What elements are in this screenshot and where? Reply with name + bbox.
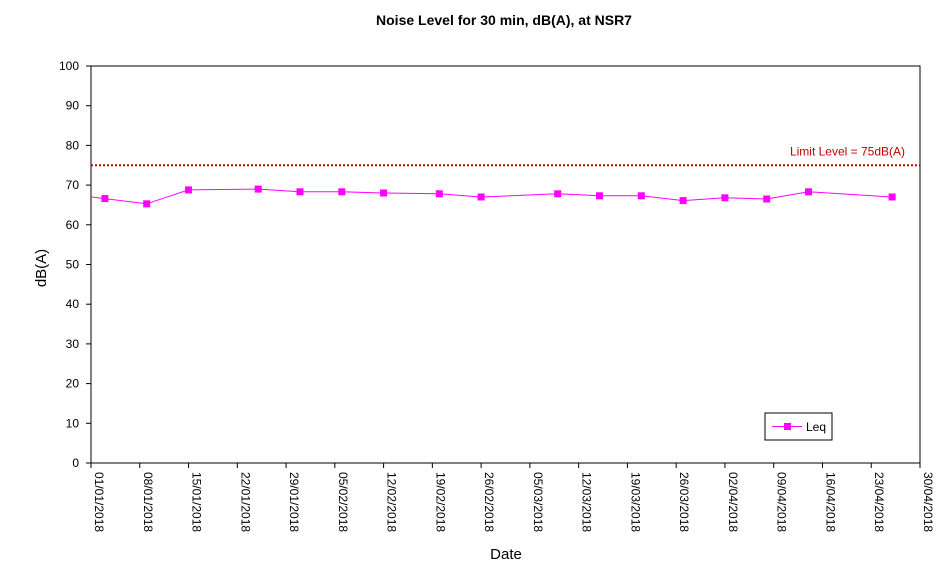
x-tick-label: 22/01/2018 — [238, 472, 252, 532]
x-tick-label: 15/01/2018 — [190, 472, 204, 532]
x-tick-label: 26/03/2018 — [677, 472, 691, 532]
data-point — [679, 197, 687, 205]
y-tick-label: 40 — [66, 297, 80, 311]
chart-title: Noise Level for 30 min, dB(A), at NSR7 — [376, 12, 632, 28]
data-point — [805, 188, 812, 196]
data-point — [637, 192, 645, 200]
x-tick-label: 12/03/2018 — [580, 472, 594, 532]
limit-label: Limit Level = 75dB(A) — [790, 144, 905, 158]
y-tick-label: 70 — [66, 178, 80, 192]
y-tick-label: 80 — [66, 138, 80, 152]
legend-label: Leq — [806, 420, 826, 434]
x-tick-label: 30/04/2018 — [921, 472, 935, 532]
data-point — [721, 194, 729, 202]
y-axis: 0 10 20 30 40 50 60 70 80 90 100 — [59, 59, 91, 470]
data-point — [143, 200, 151, 208]
x-tick-label: 16/04/2018 — [823, 472, 837, 532]
data-point — [380, 189, 388, 197]
x-tick-label: 05/02/2018 — [336, 472, 350, 532]
y-tick-label: 100 — [59, 59, 79, 73]
y-tick-label: 0 — [72, 456, 79, 470]
x-tick-label: 01/01/2018 — [92, 472, 106, 532]
x-tick-label: 02/04/2018 — [726, 472, 740, 532]
x-tick-label: 29/01/2018 — [287, 472, 301, 532]
legend-marker — [784, 423, 791, 430]
x-tick-label: 08/01/2018 — [141, 472, 155, 532]
data-point — [254, 185, 262, 193]
x-tick-label: 23/04/2018 — [872, 472, 886, 532]
data-point — [554, 190, 562, 198]
data-point — [477, 193, 485, 201]
x-tick-label: 12/02/2018 — [385, 472, 399, 532]
x-tick-label: 19/02/2018 — [433, 472, 447, 532]
y-axis-label: dB(A) — [33, 249, 50, 287]
x-axis: 01/01/2018 08/01/2018 15/01/2018 22/01/2018… — [90, 463, 935, 532]
data-point — [596, 192, 603, 200]
series-line — [90, 188, 893, 205]
x-axis-label: Date — [490, 546, 522, 563]
y-tick-label: 50 — [66, 258, 80, 272]
limit-level: Limit Level = 75dB(A) — [91, 144, 920, 167]
x-tick-label: 26/02/2018 — [482, 472, 496, 532]
y-tick-label: 60 — [66, 218, 80, 232]
data-point — [763, 195, 771, 203]
data-point — [888, 193, 896, 201]
data-point — [435, 190, 443, 198]
data-point — [296, 188, 304, 196]
x-tick-label: 09/04/2018 — [775, 472, 789, 532]
y-tick-label: 10 — [66, 416, 80, 430]
y-tick-label: 30 — [66, 337, 80, 351]
plot-area — [90, 65, 921, 464]
data-point — [101, 195, 109, 203]
y-tick-label: 20 — [66, 377, 80, 391]
legend: Leq — [764, 412, 833, 441]
x-tick-label: 19/03/2018 — [628, 472, 642, 532]
y-tick-label: 90 — [66, 99, 80, 113]
data-point — [338, 188, 346, 196]
data-point — [185, 186, 192, 194]
x-tick-label: 05/03/2018 — [531, 472, 545, 532]
series-leq — [90, 185, 896, 208]
